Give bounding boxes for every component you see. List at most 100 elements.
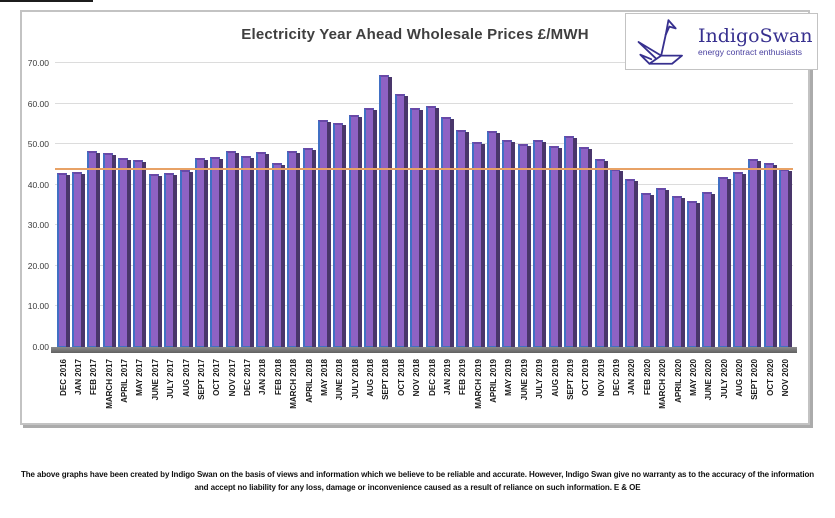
brand-tagline: energy contract enthusiasts xyxy=(698,47,802,57)
x-axis-tick-label: JUNE 2019 xyxy=(519,359,529,401)
bar xyxy=(563,136,577,347)
plot-area: 0.00 10.00 20.00 30.00 40.00 50.00 60.00 70.00 D… xyxy=(28,58,797,409)
x-axis-tick-label: FEB 2019 xyxy=(458,359,468,396)
disclaimer-line2: and accept no liability for any loss, da… xyxy=(194,483,641,492)
reference-line xyxy=(55,167,793,170)
x-axis-tick-label: JAN 2019 xyxy=(442,359,452,396)
x-axis-tick-label: DEC 2017 xyxy=(243,359,252,396)
bar xyxy=(579,146,593,348)
bar xyxy=(102,153,116,347)
bar xyxy=(733,171,746,348)
gridline xyxy=(55,62,793,63)
bar xyxy=(517,143,531,348)
x-axis-tick-label: DEC 2016 xyxy=(58,359,68,396)
bar xyxy=(702,191,716,348)
x-axis-tick-label: AUG 2018 xyxy=(366,359,375,397)
y-axis-tick-label: 30.00 xyxy=(27,220,49,231)
y-axis-tick-label: 60.00 xyxy=(27,98,49,109)
x-axis-tick-label: AUG 2019 xyxy=(550,359,560,397)
bar xyxy=(779,168,793,348)
x-axis-tick-label: MARCH 2018 xyxy=(289,359,299,409)
bar xyxy=(440,116,454,348)
x-axis-tick-label: MARCH 2017 xyxy=(104,359,114,409)
bar xyxy=(87,151,101,347)
x-axis-tick-label: AUG 2020 xyxy=(735,359,744,397)
x-axis-tick-label: APRIL 2019 xyxy=(489,359,498,403)
x-axis-tick-label: MAY 2020 xyxy=(688,359,698,396)
x-axis-tick-label: SEPT 2017 xyxy=(196,359,206,400)
gridline xyxy=(55,183,793,185)
bar xyxy=(425,105,439,348)
x-axis-tick-label: JULY 2020 xyxy=(719,359,729,399)
bar xyxy=(656,188,670,347)
bar xyxy=(379,75,393,347)
bar xyxy=(133,160,147,347)
x-axis-tick-label: AUG 2017 xyxy=(181,359,191,397)
bar xyxy=(56,172,70,348)
bar xyxy=(364,107,377,348)
bar xyxy=(194,157,208,348)
bar xyxy=(594,159,608,347)
x-axis-tick-label: JULY 2017 xyxy=(166,359,176,399)
bar xyxy=(487,131,500,347)
x-axis-tick-label: MAY 2017 xyxy=(135,359,145,396)
chart-frame: Electricity Year Ahead Wholesale Prices … xyxy=(20,10,810,425)
bar xyxy=(610,168,623,348)
top-edge-line xyxy=(0,0,93,2)
x-axis-tick-label: FEB 2017 xyxy=(89,359,99,396)
bar xyxy=(502,139,516,348)
x-axis-tick-label: JUNE 2017 xyxy=(150,359,160,401)
disclaimer-line1: The above graphs have been created by In… xyxy=(20,470,815,479)
x-axis-tick-label: MAY 2019 xyxy=(504,359,514,396)
y-axis-tick-label: 10.00 xyxy=(27,301,49,312)
x-axis-tick-label: MARCH 2019 xyxy=(473,359,483,409)
x-axis-tick-label: OCT 2018 xyxy=(396,359,406,396)
x-axis-tick-label: OCT 2020 xyxy=(765,359,775,396)
gridline xyxy=(55,264,793,266)
bar xyxy=(686,201,700,347)
x-axis-tick-label: SEPT 2020 xyxy=(750,359,760,400)
bar xyxy=(256,151,270,348)
bar xyxy=(410,108,424,347)
disclaimer: The above graphs have been created by In… xyxy=(0,468,835,494)
bar xyxy=(394,93,408,348)
bar xyxy=(164,172,178,348)
bar xyxy=(287,150,301,348)
chart-title: Electricity Year Ahead Wholesale Prices … xyxy=(241,26,589,43)
bar xyxy=(748,158,762,348)
y-axis-tick-label: 70.00 xyxy=(27,58,49,68)
x-axis-tick-label: NOV 2018 xyxy=(412,359,422,397)
origami-swan-icon xyxy=(637,18,683,65)
bar xyxy=(225,151,239,347)
bar xyxy=(302,148,316,347)
bar xyxy=(548,145,562,348)
x-axis-tick-label: OCT 2019 xyxy=(581,359,591,396)
bar xyxy=(640,193,654,347)
bar xyxy=(148,173,162,348)
bar xyxy=(717,176,731,348)
x-axis-tick-label: JULY 2019 xyxy=(535,359,545,399)
x-axis-tick-label: DEC 2019 xyxy=(612,359,621,396)
x-axis-tick-label: NOV 2020 xyxy=(781,359,791,397)
y-axis-tick-label: 40.00 xyxy=(27,179,49,190)
chart-floor xyxy=(51,347,797,353)
x-axis-tick-label: SEPT 2018 xyxy=(381,359,391,400)
x-axis-tick-label: FEB 2020 xyxy=(642,359,652,396)
x-axis-tick-label: FEB 2018 xyxy=(273,359,283,396)
x-axis-tick-label: OCT 2017 xyxy=(212,359,222,396)
bar xyxy=(118,157,131,348)
x-axis-tick-label: JAN 2020 xyxy=(627,359,637,396)
bar xyxy=(533,140,547,347)
bar xyxy=(241,155,254,348)
bar xyxy=(763,162,777,348)
logo-box: IndigoSwan energy contract enthusiasts xyxy=(625,13,818,70)
bar xyxy=(210,156,224,348)
bar xyxy=(348,114,362,348)
bar xyxy=(333,122,347,348)
x-axis-tick-label: APRIL 2018 xyxy=(304,359,314,403)
bar xyxy=(456,129,470,348)
x-axis-tick-label: JULY 2018 xyxy=(350,359,360,399)
bar xyxy=(271,162,285,348)
bar xyxy=(471,142,485,347)
